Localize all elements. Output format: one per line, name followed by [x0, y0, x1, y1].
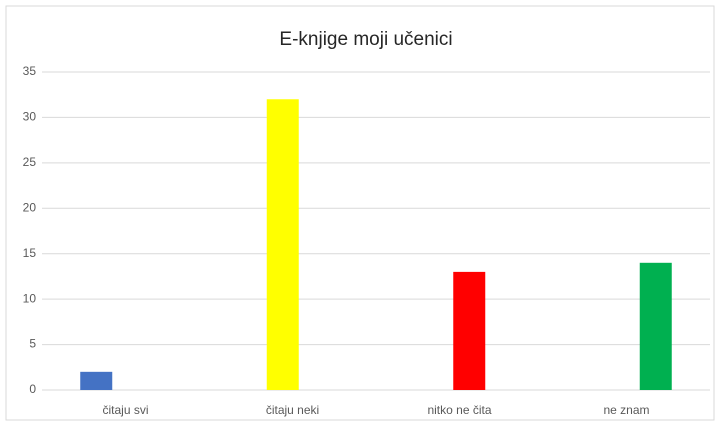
x-tick-label: čitaju svi [102, 403, 148, 417]
bar [453, 271, 486, 390]
bar [80, 371, 113, 390]
bar [266, 99, 299, 390]
y-tick-label: 25 [23, 155, 37, 169]
x-tick-label: ne znam [603, 403, 649, 417]
y-tick-label: 5 [29, 337, 36, 351]
y-tick-label: 15 [23, 246, 37, 260]
bar [639, 262, 672, 390]
y-tick-label: 20 [23, 200, 37, 214]
y-tick-label: 30 [23, 110, 37, 124]
chart-title: E-knjige moji učenici [279, 29, 452, 50]
x-tick-label: nitko ne čita [427, 403, 491, 417]
chart-frame [5, 5, 715, 421]
y-tick-label: 10 [23, 291, 37, 305]
y-tick-label: 0 [29, 382, 36, 396]
y-tick-label: 35 [23, 64, 37, 78]
x-tick-label: čitaju neki [266, 403, 319, 417]
